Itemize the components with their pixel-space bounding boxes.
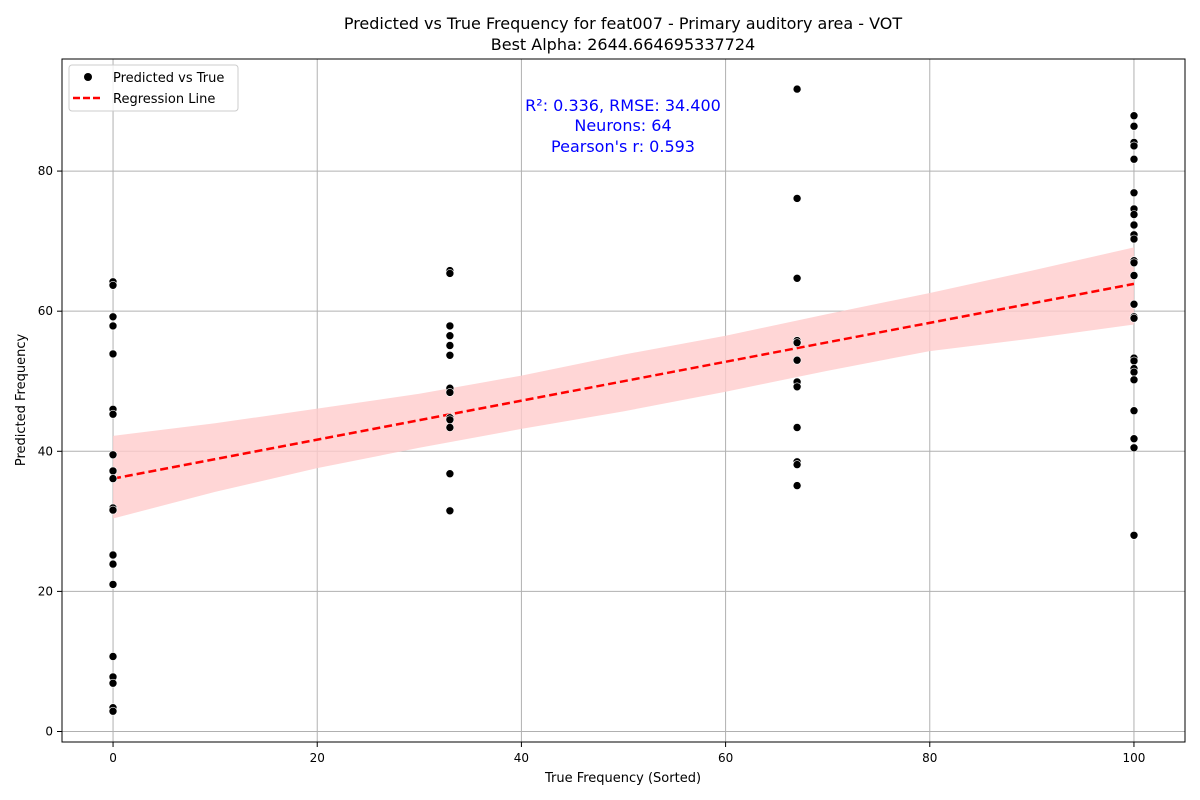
scatter-point: [792, 382, 802, 392]
scatter-point: [1129, 367, 1139, 377]
scatter-point: [792, 338, 802, 348]
scatter-point: [1129, 356, 1139, 366]
scatter-point: [108, 559, 118, 569]
scatter-point: [108, 450, 118, 460]
y-tick-label: 80: [38, 164, 53, 178]
legend-label-points: Predicted vs True: [113, 71, 224, 86]
scatter-point: [445, 415, 455, 425]
y-tick-label: 20: [38, 584, 53, 598]
confidence-band: [113, 247, 1134, 519]
scatter-point: [445, 341, 455, 350]
legend-box: [68, 64, 239, 112]
y-tick-label: 60: [38, 304, 53, 318]
scatter-point: [1129, 154, 1139, 164]
scatter-point: [1129, 443, 1139, 453]
scatter-point: [108, 706, 118, 716]
scatter-point: [1129, 434, 1139, 444]
scatter-point: [1129, 111, 1139, 120]
scatter-point: [108, 550, 118, 560]
confidence-band-area: [113, 247, 1134, 519]
scatter-point: [108, 474, 118, 483]
scatter-point: [1129, 375, 1139, 385]
scatter-point: [792, 481, 802, 490]
scatter-point: [445, 331, 455, 341]
scatter-point: [108, 349, 118, 359]
annotation-line-3: Pearson's r: 0.593: [551, 137, 695, 156]
scatter-point: [108, 580, 118, 589]
stats-annotation: R²: 0.336, RMSE: 34.400 Neurons: 64 Pear…: [525, 96, 721, 156]
scatter-points: [108, 84, 1139, 716]
legend-point-marker: [84, 73, 92, 81]
scatter-point: [445, 321, 455, 331]
scatter-point: [792, 273, 802, 283]
x-axis-ticks: 0 20 40 60 80 100: [109, 742, 1145, 765]
plot-frame: [61, 58, 1186, 743]
scatter-point: [792, 460, 802, 469]
scatter-point: [445, 388, 455, 397]
scatter-point: [108, 466, 118, 476]
x-tick-label: 80: [922, 751, 937, 765]
scatter-point: [1129, 299, 1139, 309]
x-tick-label: 40: [514, 751, 529, 765]
scatter-point: [108, 409, 118, 419]
chart-subtitle: Best Alpha: 2644.664695337724: [491, 35, 755, 54]
y-tick-label: 0: [45, 724, 53, 738]
scatter-point: [108, 280, 118, 290]
chart-title: Predicted vs True Frequency for feat007 …: [344, 14, 903, 33]
scatter-point: [792, 194, 802, 203]
scatter-point: [1129, 271, 1139, 280]
scatter-point: [792, 423, 802, 432]
x-tick-label: 20: [310, 751, 325, 765]
scatter-point: [1129, 220, 1139, 230]
scatter-point: [108, 505, 118, 515]
annotation-line-1: R²: 0.336, RMSE: 34.400: [525, 96, 721, 115]
regression-line-layer: [112, 282, 1135, 480]
x-tick-label: 60: [718, 751, 733, 765]
scatter-point: [792, 84, 802, 94]
scatter-point: [108, 652, 118, 661]
scatter-point: [445, 350, 455, 360]
regression-line: [112, 282, 1135, 480]
scatter-point: [108, 312, 118, 322]
scatter-point: [1129, 121, 1139, 131]
y-axis-ticks: 0 20 40 60 80: [38, 164, 62, 738]
x-axis-label: True Frequency (Sorted): [544, 771, 701, 786]
scatter-point: [1129, 530, 1139, 540]
scatter-point: [1129, 234, 1139, 244]
scatter-point: [1129, 141, 1139, 151]
scatter-point: [1129, 313, 1139, 323]
scatter-point: [108, 678, 118, 688]
scatter-point: [1129, 188, 1139, 198]
scatter-point: [445, 469, 455, 479]
scatter-point: [108, 321, 118, 331]
scatter-point: [792, 355, 802, 365]
x-tick-label: 100: [1123, 751, 1146, 765]
scatter-point: [445, 269, 455, 278]
y-tick-label: 40: [38, 444, 53, 458]
scatter-point: [1129, 210, 1139, 219]
scatter-point: [1129, 406, 1139, 416]
legend: Predicted vs True Regression Line: [68, 64, 239, 112]
x-tick-label: 0: [109, 751, 117, 765]
scatter-point: [445, 506, 455, 516]
scatter-point: [1129, 258, 1139, 268]
y-axis-label: Predicted Frequency: [14, 334, 29, 467]
legend-label-line: Regression Line: [113, 92, 215, 107]
scatter-point: [445, 423, 455, 432]
annotation-line-2: Neurons: 64: [574, 116, 671, 135]
